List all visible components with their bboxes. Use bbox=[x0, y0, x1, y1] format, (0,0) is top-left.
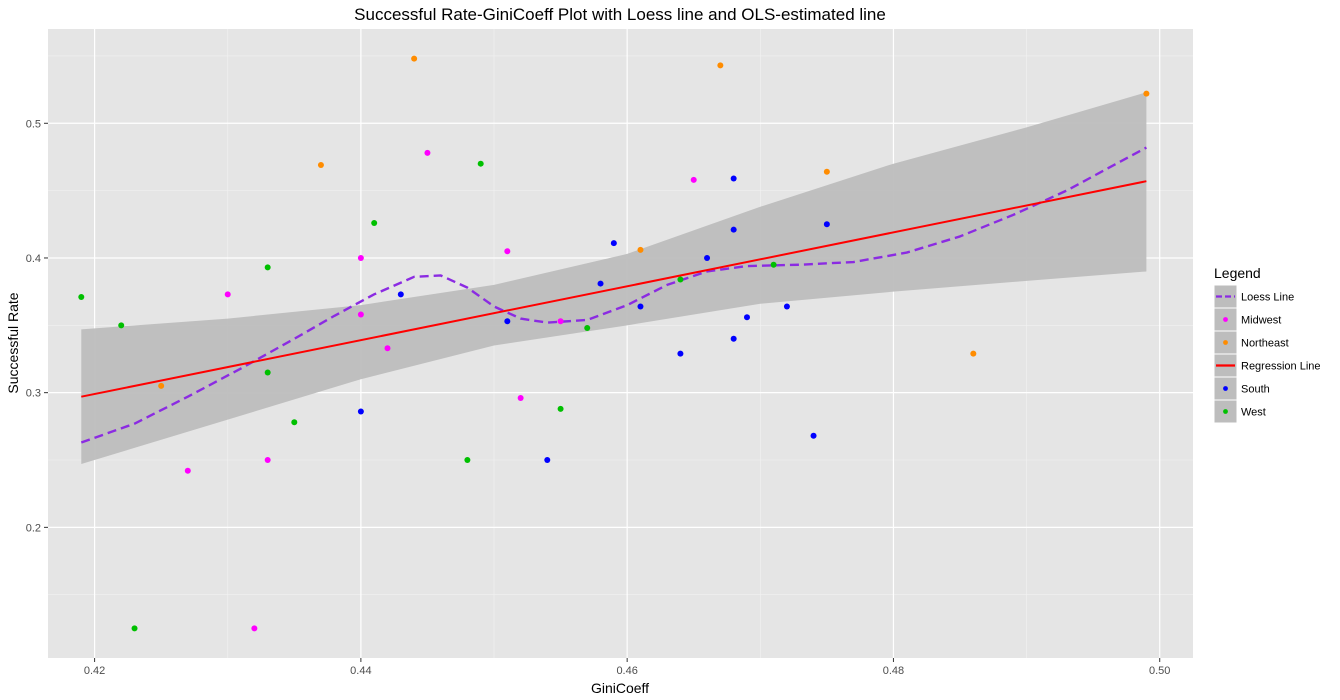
data-point-northeast bbox=[411, 55, 418, 62]
data-point-northeast bbox=[317, 162, 324, 169]
data-point-midwest bbox=[184, 467, 191, 474]
data-points-layer bbox=[78, 55, 1150, 632]
series-midwest bbox=[184, 149, 697, 632]
data-point-northeast bbox=[637, 246, 644, 253]
data-point-northeast bbox=[1143, 90, 1150, 97]
y-tick-label: 0.3 bbox=[26, 388, 41, 400]
legend-item-loess-line: Loess Line bbox=[1213, 284, 1294, 309]
x-axis-title: GiniCoeff bbox=[591, 680, 649, 696]
data-point-south bbox=[730, 175, 737, 182]
data-point-midwest bbox=[690, 176, 697, 183]
data-point-midwest bbox=[251, 625, 258, 632]
data-point-south bbox=[823, 221, 830, 228]
data-point-northeast bbox=[717, 62, 724, 69]
legend-item-west: West bbox=[1213, 399, 1266, 424]
data-point-midwest bbox=[357, 311, 364, 318]
data-point-west bbox=[264, 369, 271, 376]
legend: Legend Loess Line Midwest Northeast Regress… bbox=[1213, 265, 1321, 424]
y-axis: 0.2 0.3 0.4 0.5 bbox=[26, 118, 48, 534]
legend-item-regression-line: Regression Line bbox=[1213, 353, 1321, 378]
data-point-south bbox=[610, 240, 617, 247]
data-point-south bbox=[743, 314, 750, 321]
data-point-south bbox=[597, 280, 604, 287]
legend-label: South bbox=[1241, 384, 1270, 396]
loess-line-layer bbox=[80, 146, 1147, 444]
legend-key-point bbox=[1223, 317, 1228, 322]
legend-label: Loess Line bbox=[1241, 292, 1294, 304]
x-tick-label: 0.44 bbox=[350, 665, 371, 677]
legend-title: Legend bbox=[1214, 265, 1261, 281]
data-point-south bbox=[637, 303, 644, 310]
data-point-midwest bbox=[517, 395, 524, 402]
data-point-west bbox=[291, 419, 298, 426]
x-axis: 0.42 0.44 0.46 0.48 0.50 bbox=[84, 658, 1170, 677]
data-point-midwest bbox=[504, 248, 511, 255]
legend-label: Midwest bbox=[1241, 315, 1281, 327]
data-point-south bbox=[397, 291, 404, 298]
data-point-midwest bbox=[557, 318, 564, 325]
data-point-west bbox=[477, 160, 484, 167]
data-point-south bbox=[504, 318, 511, 325]
series-west bbox=[78, 160, 777, 632]
series-northeast bbox=[158, 55, 1150, 389]
data-point-west bbox=[464, 457, 471, 464]
regression-line bbox=[81, 180, 1147, 398]
legend-label: West bbox=[1241, 407, 1266, 419]
data-point-northeast bbox=[158, 382, 165, 389]
data-point-northeast bbox=[970, 350, 977, 357]
legend-item-northeast: Northeast bbox=[1213, 330, 1289, 355]
data-point-south bbox=[783, 303, 790, 310]
data-point-midwest bbox=[357, 254, 364, 261]
data-point-west bbox=[118, 322, 125, 329]
data-point-west bbox=[677, 276, 684, 283]
legend-key-point bbox=[1223, 409, 1228, 414]
legend-item-south: South bbox=[1213, 376, 1270, 401]
data-point-south bbox=[677, 350, 684, 357]
loess-line bbox=[80, 146, 1147, 444]
data-point-south bbox=[357, 408, 364, 415]
chart-title: Successful Rate-GiniCoeff Plot with Loes… bbox=[354, 5, 886, 24]
data-point-west bbox=[371, 219, 378, 226]
confidence-band bbox=[81, 92, 1147, 465]
data-point-midwest bbox=[424, 149, 431, 156]
legend-key-point bbox=[1223, 340, 1228, 345]
legend-label: Regression Line bbox=[1241, 361, 1321, 373]
legend-item-midwest: Midwest bbox=[1213, 307, 1281, 332]
legend-label: Northeast bbox=[1241, 338, 1289, 350]
data-point-west bbox=[584, 325, 591, 332]
y-axis-title: Successful Rate bbox=[5, 292, 21, 393]
y-tick-label: 0.4 bbox=[26, 253, 41, 265]
y-tick-label: 0.2 bbox=[26, 522, 41, 534]
data-point-south bbox=[704, 254, 711, 261]
legend-key-point bbox=[1223, 386, 1228, 391]
series-south bbox=[357, 175, 830, 464]
data-point-west bbox=[264, 264, 271, 271]
y-tick-label: 0.5 bbox=[26, 118, 41, 130]
data-point-midwest bbox=[264, 457, 271, 464]
data-point-west bbox=[557, 405, 564, 412]
data-point-south bbox=[730, 226, 737, 233]
data-point-south bbox=[730, 335, 737, 342]
data-point-west bbox=[770, 261, 777, 268]
x-tick-label: 0.48 bbox=[883, 665, 904, 677]
confidence-band-layer bbox=[81, 92, 1147, 465]
x-tick-label: 0.46 bbox=[616, 665, 637, 677]
data-point-south bbox=[810, 432, 817, 439]
data-point-south bbox=[544, 457, 551, 464]
data-point-west bbox=[78, 294, 85, 301]
regression-line-layer bbox=[81, 180, 1147, 398]
legend-items: Loess Line Midwest Northeast Regression Lin… bbox=[1213, 284, 1321, 424]
data-point-west bbox=[131, 625, 138, 632]
x-tick-label: 0.42 bbox=[84, 665, 105, 677]
data-point-midwest bbox=[384, 345, 391, 352]
data-point-midwest bbox=[224, 291, 231, 298]
data-point-northeast bbox=[823, 168, 830, 175]
x-tick-label: 0.50 bbox=[1149, 665, 1170, 677]
